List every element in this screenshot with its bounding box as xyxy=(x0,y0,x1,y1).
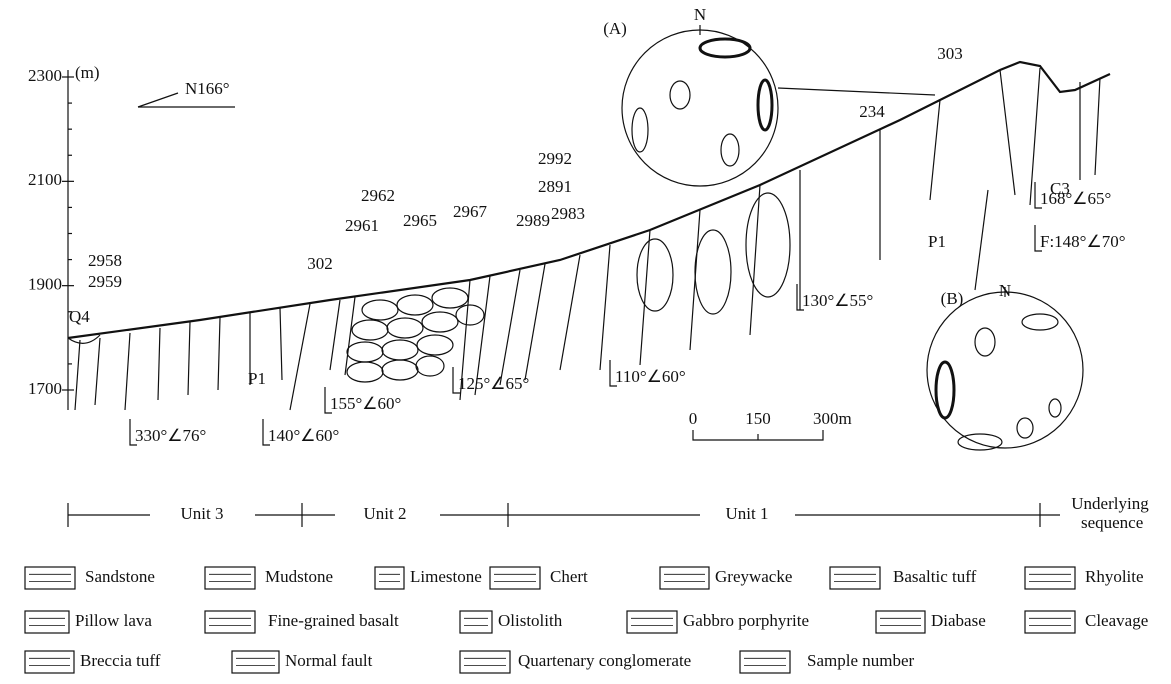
legend-swatch xyxy=(24,610,70,634)
sample-number: 2967 xyxy=(453,202,488,221)
legend-swatch xyxy=(489,566,541,590)
legend-label: Limestone xyxy=(410,567,482,586)
stereonet-label: (A) xyxy=(603,19,627,38)
attitude-bracket xyxy=(452,367,460,394)
legend-swatch xyxy=(374,566,405,590)
stratum-label: P1 xyxy=(248,369,266,388)
unit-label-line: Underlying xyxy=(1071,494,1149,513)
stratum-label: C3 xyxy=(1050,179,1070,198)
legend-label: Quartenary conglomerate xyxy=(518,651,691,670)
attitude-label: 130°∠55° xyxy=(802,291,873,310)
legend-label: Diabase xyxy=(931,611,986,630)
stereonet-b xyxy=(926,287,1084,451)
scale-bar xyxy=(692,430,824,441)
legend-label: Fine-grained basalt xyxy=(268,611,399,630)
sample-number: 2965 xyxy=(403,211,437,230)
legend-label: Cleavage xyxy=(1085,611,1148,630)
sample-number: 2962 xyxy=(361,186,395,205)
north-label: N xyxy=(999,281,1011,300)
attitude-label: F:148°∠70° xyxy=(1040,232,1126,251)
sample-number: 2958 xyxy=(88,251,122,270)
legend-swatch xyxy=(204,566,256,590)
legend-label: Breccia tuff xyxy=(80,651,161,670)
legend-swatch xyxy=(875,610,926,634)
attitude-label: 330°∠76° xyxy=(135,426,206,445)
sample-number: 2983 xyxy=(551,204,585,223)
legend-label: Sample number xyxy=(807,651,915,670)
unit-divider xyxy=(67,503,1060,527)
legend-label: Gabbro porphyrite xyxy=(683,611,809,630)
pointer xyxy=(974,189,989,291)
unit-label: Unit 1 xyxy=(726,504,769,523)
legend-label: Basaltic tuff xyxy=(893,567,977,586)
north-label: N xyxy=(694,5,706,24)
elevation-label: 2300 xyxy=(28,66,62,85)
legend-swatch xyxy=(24,566,76,590)
stereonet-a xyxy=(621,25,779,187)
attitude-bracket xyxy=(262,419,270,446)
quaternary-lens xyxy=(67,334,101,344)
attitude-bracket xyxy=(1034,182,1042,209)
attitude-label: 110°∠60° xyxy=(615,367,686,386)
sample-number: 2992 xyxy=(538,149,572,168)
attitude-bracket xyxy=(609,360,617,387)
sample-number: 302 xyxy=(307,254,333,273)
scale-label: 0 xyxy=(689,409,698,428)
unit-label: Unit 2 xyxy=(364,504,407,523)
attitude-label: 168°∠65° xyxy=(1040,189,1111,208)
legend-label: Pillow lava xyxy=(75,611,152,630)
attitude-bracket xyxy=(129,419,137,446)
legend-label: Rhyolite xyxy=(1085,567,1144,586)
sample-number: 2959 xyxy=(88,272,122,291)
pillow-lava xyxy=(346,287,485,383)
attitude-bracket xyxy=(796,284,804,311)
attitude-bracket xyxy=(324,387,332,414)
legend-swatch xyxy=(829,566,881,590)
legend-swatch xyxy=(204,610,256,634)
stratum-label: P1 xyxy=(928,232,946,251)
attitude-label: 155°∠60° xyxy=(330,394,401,413)
legend-swatch xyxy=(231,650,280,674)
legend-swatch xyxy=(24,650,75,674)
attitude-label: 125°∠65° xyxy=(458,374,529,393)
legend-swatch xyxy=(739,650,791,674)
scale-label: 150 xyxy=(745,409,771,428)
legend-swatch xyxy=(1024,610,1076,634)
pointer xyxy=(777,87,936,96)
legend-label: Olistolith xyxy=(498,611,563,630)
legend-label: Mudstone xyxy=(265,567,333,586)
legend-swatch xyxy=(459,610,493,634)
sample-number: 303 xyxy=(937,44,963,63)
elevation-label: 2100 xyxy=(28,170,62,189)
legend-label: Chert xyxy=(550,567,588,586)
unit-label-line: sequence xyxy=(1077,513,1144,532)
legend-swatch xyxy=(1024,566,1076,590)
legend-swatch xyxy=(659,566,710,590)
strata-lines xyxy=(74,67,1101,411)
elevation-label: 1900 xyxy=(28,275,62,294)
direction-line xyxy=(137,92,179,108)
legend-label: Sandstone xyxy=(85,567,155,586)
elevation-unit: (m) xyxy=(75,63,100,82)
direction-label: N166° xyxy=(185,79,230,98)
ground-surface xyxy=(67,60,1111,340)
legend-swatch xyxy=(459,650,511,674)
scale-label: 300m xyxy=(813,409,852,428)
legend-swatch xyxy=(626,610,678,634)
olistoliths xyxy=(636,192,791,315)
stratum-label: Q4 xyxy=(69,307,90,326)
legend-label: Normal fault xyxy=(285,651,373,670)
unit-label: Unit 3 xyxy=(181,504,224,523)
unit-label: Underlying sequence xyxy=(1071,494,1149,532)
sample-number: 2989 xyxy=(516,211,550,230)
sample-number: 2891 xyxy=(538,177,572,196)
sample-number: 2961 xyxy=(345,216,379,235)
sample-number: 234 xyxy=(859,102,885,121)
attitude-label: 140°∠60° xyxy=(268,426,339,445)
elevation-label: 1700 xyxy=(28,379,62,398)
stereonet-label: (B) xyxy=(941,289,964,308)
legend-label: Greywacke xyxy=(715,567,792,586)
attitude-bracket xyxy=(1034,225,1042,252)
